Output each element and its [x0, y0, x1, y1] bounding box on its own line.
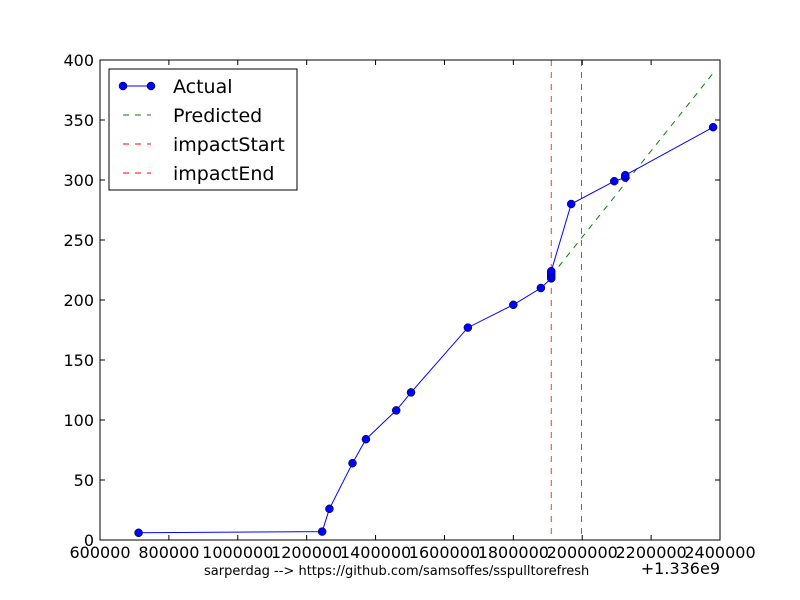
- legend-swatch-marker: [146, 81, 156, 91]
- x-tick-label: 2200000: [615, 543, 686, 562]
- x-axis-ticks: 600000 800000 1000000120000014000001600000…: [69, 60, 756, 562]
- y-axis-ticks: 0 50 100 150 200 250 300 350 400: [63, 51, 720, 550]
- y-tick-label: 300: [63, 171, 94, 190]
- legend-label-impactstart: impactStart: [173, 134, 285, 156]
- actual-point: [325, 504, 334, 514]
- actual-point: [610, 176, 619, 186]
- actual-point: [361, 434, 371, 444]
- actual-point: [134, 528, 143, 538]
- actual-point: [317, 527, 327, 536]
- y-tick-label: 400: [63, 51, 94, 70]
- y-tick-label: 100: [63, 411, 94, 430]
- x-tick-label: 1400000: [340, 543, 411, 562]
- actual-point: [509, 300, 518, 310]
- legend-box: [108, 68, 298, 191]
- x-tick-label: 600000: [69, 543, 130, 562]
- actual-point: [708, 122, 718, 132]
- actual-point: [391, 406, 401, 415]
- actual-point: [463, 323, 473, 332]
- actual-point: [348, 458, 357, 468]
- x-tick-label: 1000000: [202, 543, 273, 562]
- y-tick-label: 250: [63, 231, 94, 250]
- y-tick-label: 50: [74, 471, 94, 490]
- actual-point: [566, 199, 576, 209]
- y-tick-label: 150: [63, 351, 94, 370]
- legend-swatch-marker: [118, 81, 128, 91]
- x-tick-label: 2000000: [547, 543, 618, 562]
- legend: Actual Predicted impactStart impactEnd: [108, 68, 298, 191]
- chart-caption: sarperdag --> https://github.com/samsoff…: [204, 564, 589, 579]
- x-tick-label: 800000: [138, 543, 199, 562]
- actual-point: [546, 266, 556, 276]
- actual-point: [621, 170, 630, 180]
- y-tick-label: 350: [63, 111, 94, 130]
- x-tick-label: 1200000: [271, 543, 342, 562]
- y-tick-label: 200: [63, 291, 94, 310]
- x-tick-label: 1600000: [409, 543, 480, 562]
- y-tick-label: 0: [84, 531, 94, 550]
- legend-label-actual: Actual: [173, 76, 233, 98]
- predicted-line: [550, 72, 714, 277]
- legend-label-impactend: impactEnd: [173, 163, 275, 185]
- x-tick-label: 2400000: [684, 543, 755, 562]
- actual-point: [536, 283, 546, 293]
- actual-point: [406, 388, 416, 397]
- x-tick-label: 1800000: [478, 543, 549, 562]
- legend-label-predicted: Predicted: [173, 105, 262, 127]
- x-axis-offset-label: +1.336e9: [641, 559, 720, 578]
- plot-content: [134, 60, 718, 540]
